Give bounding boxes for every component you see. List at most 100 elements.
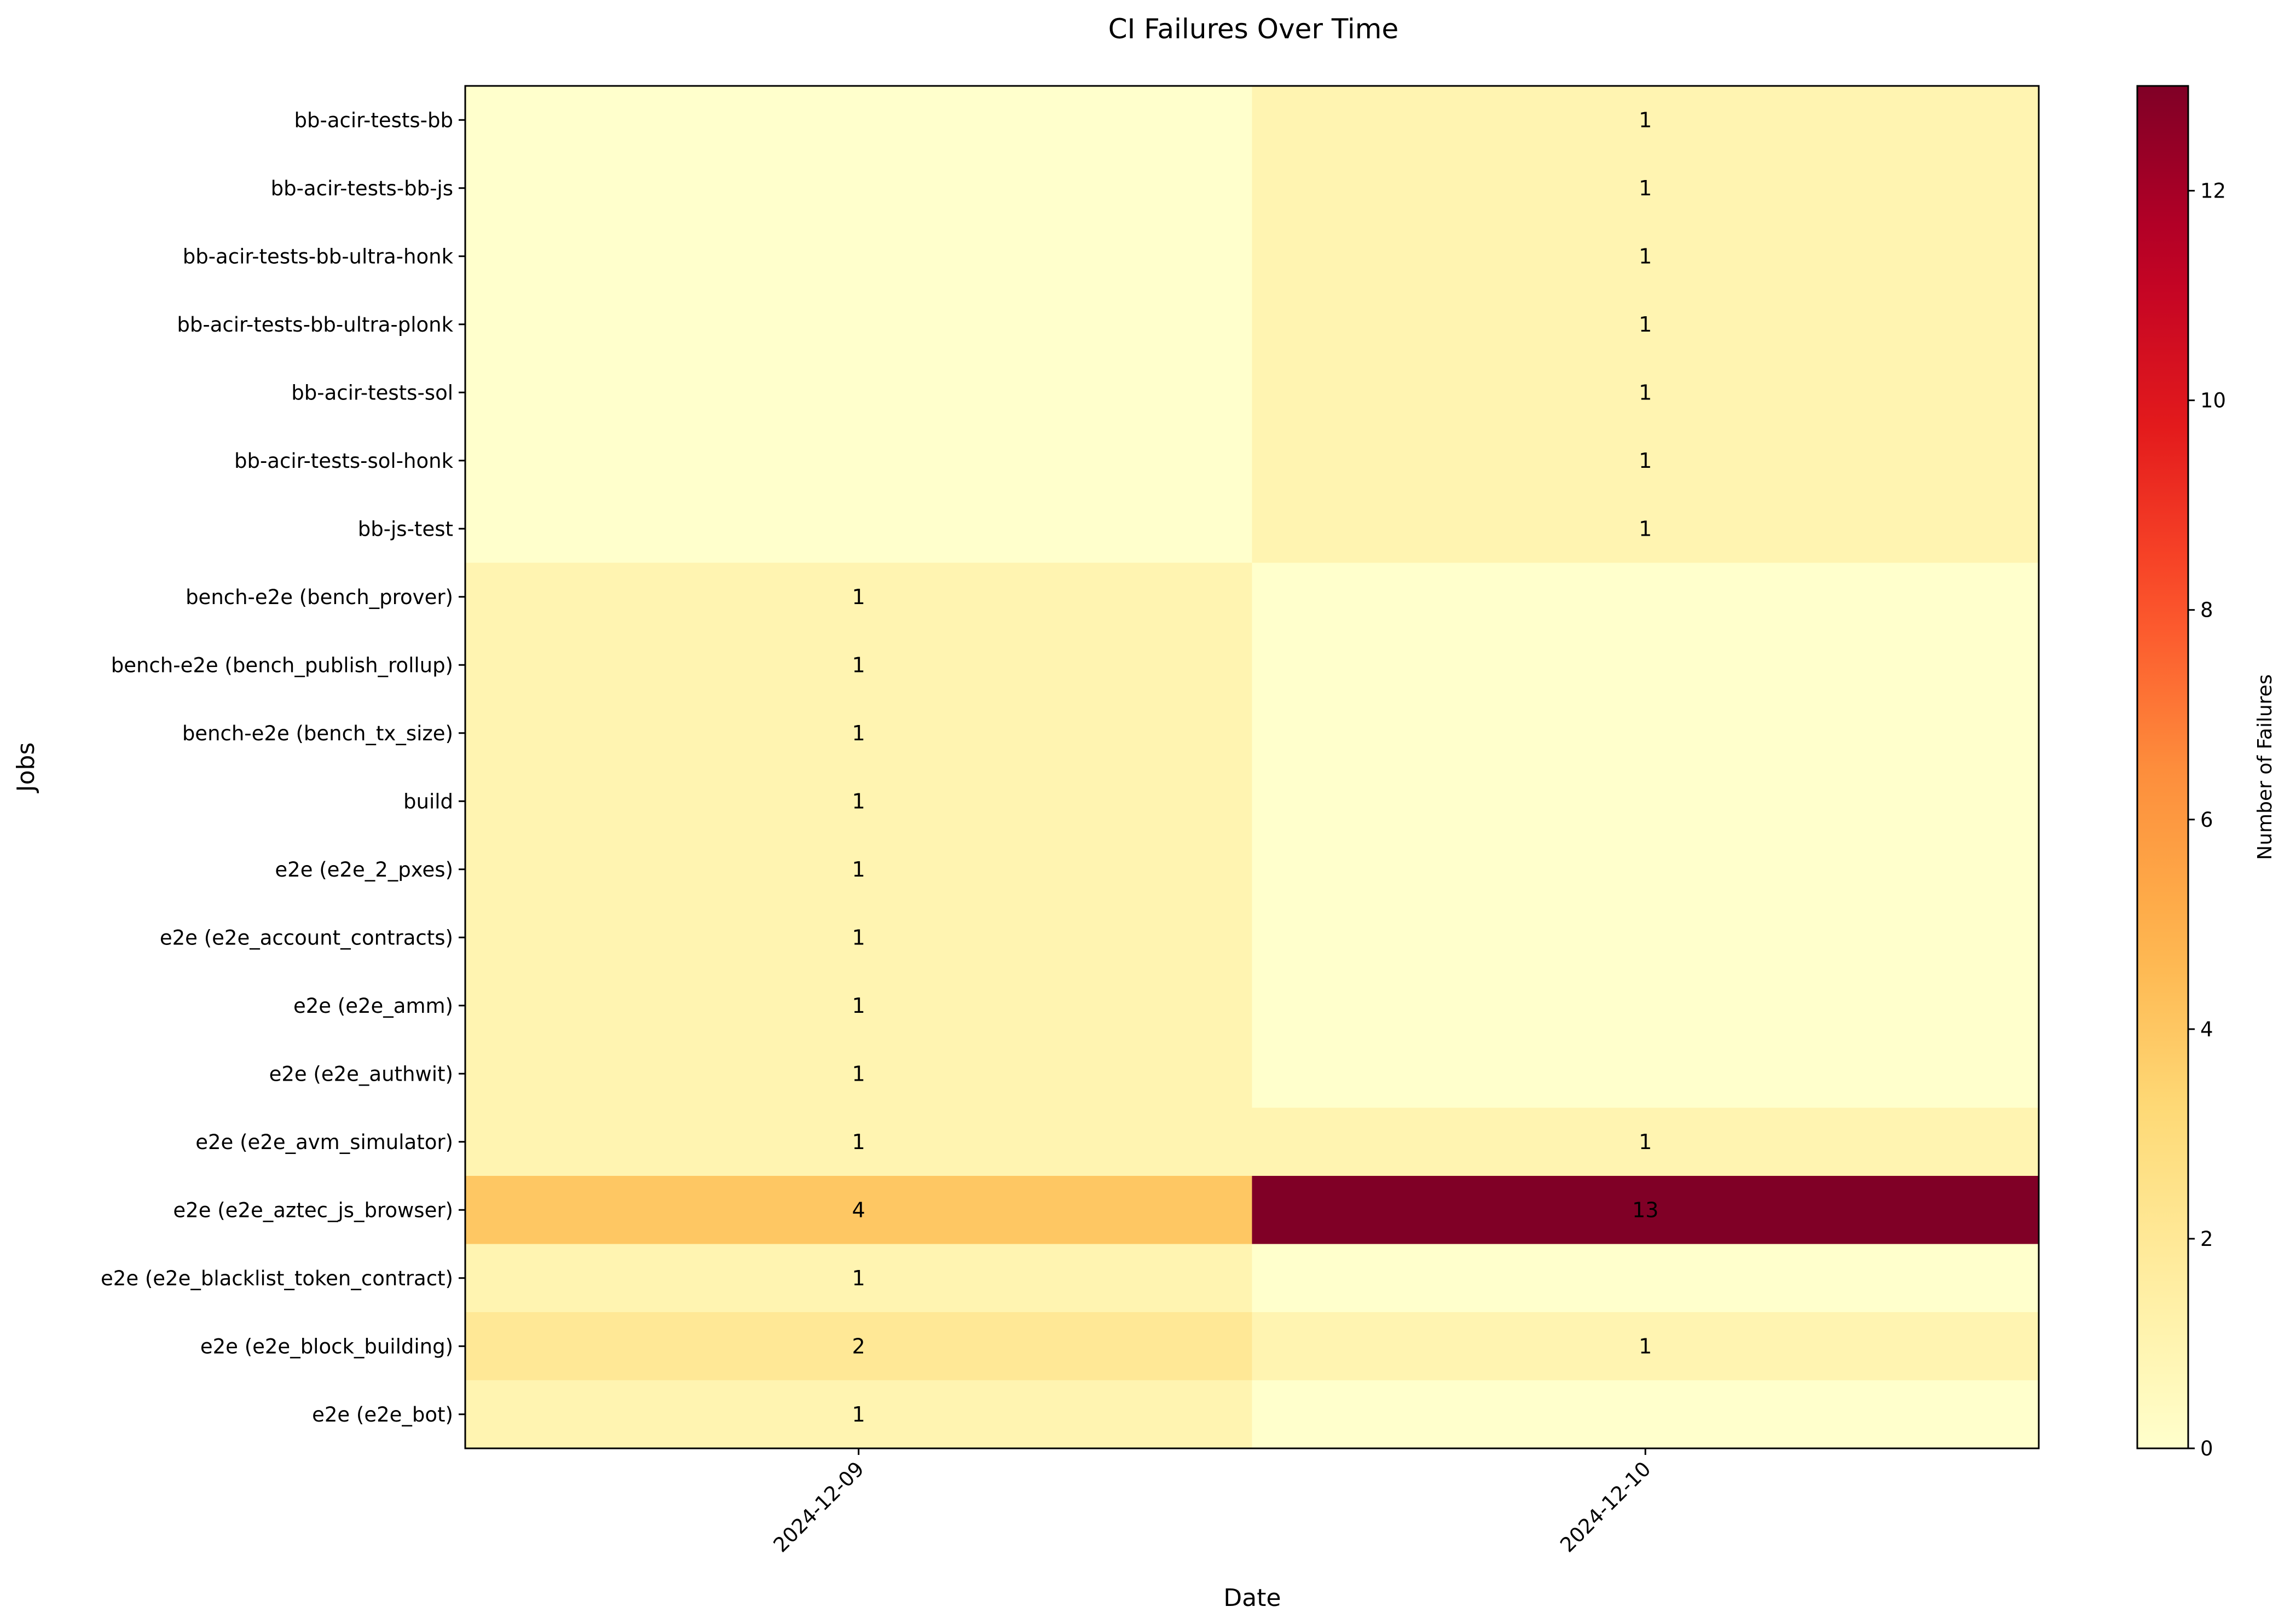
colorbar-tick-label: 12 [2200,179,2226,203]
cell-value-label: 1 [1639,449,1652,473]
chart-title: CI Failures Over Time [1108,13,1399,45]
y-tick-label: bb-js-test [358,517,453,541]
heatmap-cell [1252,290,2039,359]
y-tick-label: bench-e2e (bench_tx_size) [182,722,453,745]
cell-value-label: 1 [1639,176,1652,200]
heatmap-cell [465,1176,1252,1244]
x-tick-label: 2024-12-09 [769,1457,869,1557]
heatmap-cell [1252,1040,2039,1108]
cell-value-label: 1 [852,653,865,677]
y-tick-label: bb-acir-tests-sol [291,381,453,404]
y-tick-label: bb-acir-tests-bb [294,108,453,132]
heatmap-cell [465,835,1252,904]
cell-value-label: 1 [852,857,865,881]
heatmap-cell [1252,767,2039,836]
y-tick-label: bench-e2e (bench_publish_rollup) [111,653,453,677]
colorbar-tick-label: 0 [2200,1437,2213,1460]
heatmap-cell [465,562,1252,631]
cell-value-label: 1 [1639,108,1652,132]
cell-value-label: 1 [852,1266,865,1290]
cell-value-label: 1 [852,789,865,813]
heatmap-cell [465,154,1252,223]
heatmap-cell [1252,699,2039,768]
heatmap-cell [1252,903,2039,972]
y-tick-label: bb-acir-tests-sol-honk [234,449,454,473]
y-tick-label: e2e (e2e_block_building) [200,1335,453,1358]
cell-value-label: 1 [852,721,865,745]
cell-value-label: 13 [1632,1198,1658,1222]
heatmap-cell [465,971,1252,1040]
y-tick-label: e2e (e2e_amm) [293,994,453,1018]
cell-value-label: 1 [852,1402,865,1426]
heatmap-cell [465,222,1252,291]
heatmap-cell [1252,1176,2039,1244]
heatmap-cell [465,699,1252,768]
y-axis-ticks: bb-acir-tests-bb bb-acir-tests-bb-js bb-ac… [101,108,465,1426]
x-axis-ticks: 2024-12-09 2024-12-10 [769,1448,1656,1557]
heatmap-cell [1252,426,2039,495]
cell-value-label: 1 [852,1062,865,1086]
cell-value-label: 4 [852,1198,865,1222]
heatmap-cell [465,631,1252,699]
heatmap-cell [465,1107,1252,1176]
cell-value-label: 1 [1639,312,1652,337]
heatmap-cell [465,1380,1252,1449]
x-tick-label: 2024-12-10 [1555,1457,1655,1557]
heatmap-cell [1252,154,2039,223]
colorbar-tick-label: 6 [2200,808,2213,832]
heatmap-cell [1252,562,2039,631]
y-axis-label: Jobs [12,743,40,794]
colorbar-tick-label: 10 [2200,389,2226,413]
y-tick-label: e2e (e2e_account_contracts) [160,926,453,949]
heatmap-cell [1252,495,2039,563]
cell-value-label: 1 [1639,1334,1652,1358]
heatmap-cell [1252,1107,2039,1176]
heatmap-cell [1252,971,2039,1040]
colorbar-label: Number of Failures [2254,674,2276,860]
heatmap-cell [465,290,1252,359]
cell-value-label: 1 [852,585,865,609]
cell-value-label: 1 [1639,380,1652,404]
heatmap-cell [465,767,1252,836]
heatmap-cell [1252,86,2039,154]
cell-value-label: 1 [1639,1130,1652,1154]
y-tick-label: bb-acir-tests-bb-ultra-honk [183,245,454,268]
heatmap-cell [465,495,1252,563]
heatmap-cell [465,903,1252,972]
cell-value-label: 1 [852,1130,865,1154]
plot-frame [464,85,2040,1449]
heatmap-cell [1252,1244,2039,1313]
heatmap-cell [465,358,1252,427]
cell-value-label: 1 [852,925,865,949]
y-tick-label: e2e (e2e_aztec_js_browser) [173,1198,453,1222]
heatmap-cells [465,86,2039,1449]
y-tick-label: e2e (e2e_avm_simulator) [195,1130,453,1154]
heatmap-cell [1252,835,2039,904]
y-tick-label: e2e (e2e_2_pxes) [275,858,453,881]
y-tick-label: e2e (e2e_bot) [312,1403,453,1426]
colorbar-tick-label: 8 [2200,599,2213,622]
cell-value-label: 1 [1639,517,1652,541]
cell-value-labels: 1 1 1 1 1 1 1 1 1 1 1 1 1 1 1 1 1 4 13 1 2 1 1 [852,108,1659,1426]
heatmap-cell [1252,358,2039,427]
heatmap-cell [465,1040,1252,1108]
y-tick-label: bb-acir-tests-bb-js [271,177,453,200]
heatmap-cell [465,426,1252,495]
x-axis-label: Date [1223,1584,1281,1612]
y-tick-label: build [403,790,453,813]
cell-value-label: 1 [852,994,865,1018]
cell-value-label: 1 [1639,244,1652,268]
heatmap-cell [1252,222,2039,291]
heatmap-cell [465,86,1252,154]
heatmap-cell [1252,1380,2039,1449]
heatmap-cell [1252,1312,2039,1381]
heatmap-cell [465,1312,1252,1381]
colorbar-gradient [2136,85,2189,1449]
colorbar-tick-label: 2 [2200,1227,2213,1251]
y-tick-label: bench-e2e (bench_prover) [186,585,453,609]
y-tick-label: e2e (e2e_authwit) [269,1062,453,1086]
colorbar-tick-label: 4 [2200,1018,2213,1041]
colorbar: 0 2 4 6 8 10 12 [2136,85,2226,1460]
cell-value-label: 2 [852,1334,865,1358]
